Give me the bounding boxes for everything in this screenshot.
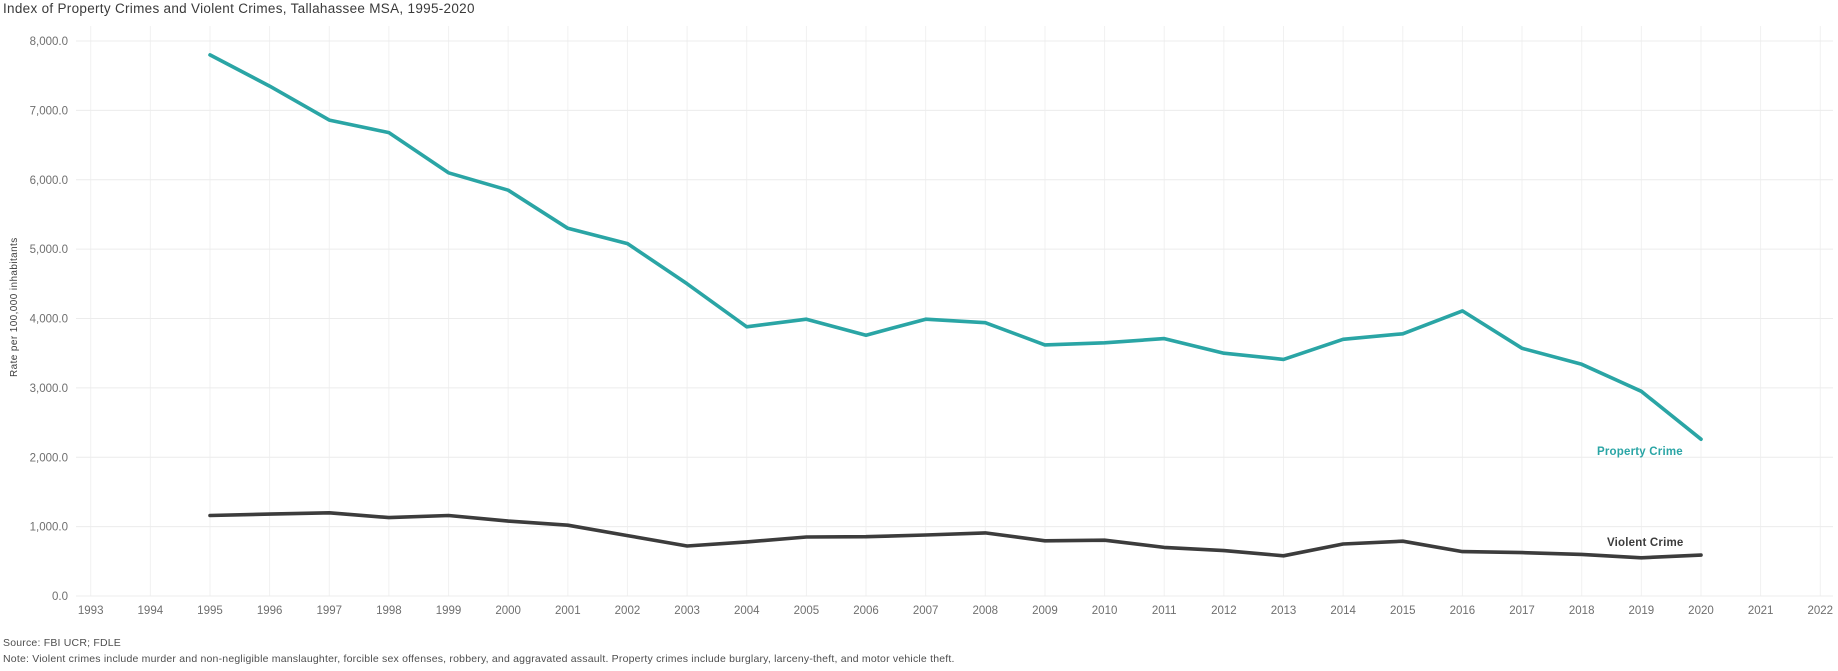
y-tick-label: 2,000.0 <box>30 452 68 464</box>
x-tick-label: 2015 <box>1390 605 1416 617</box>
x-tick-label: 2001 <box>555 605 581 617</box>
y-tick-label: 1,000.0 <box>30 522 68 534</box>
chart-title: Index of Property Crimes and Violent Cri… <box>3 1 475 16</box>
x-tick-label: 2018 <box>1569 605 1595 617</box>
crime-trend-line-chart: 0.0 1,000.0 2,000.0 3,000.0 4,000.0 5,000.0 6,… <box>30 26 1833 617</box>
y-tick-label: 8,000.0 <box>30 36 68 48</box>
x-tick-label: 2020 <box>1688 605 1714 617</box>
x-tick-label: 2004 <box>734 605 760 617</box>
x-tick-label: 2000 <box>495 605 521 617</box>
x-tick-label: 2008 <box>973 605 999 617</box>
x-tick-label: 1995 <box>197 605 223 617</box>
x-tick-label: 2016 <box>1450 605 1476 617</box>
x-tick-label: 2005 <box>794 605 820 617</box>
y-tick-label: 5,000.0 <box>30 244 68 256</box>
x-tick-label: 2003 <box>674 605 700 617</box>
x-tick-label: 2021 <box>1748 605 1774 617</box>
x-tick-label: 1999 <box>436 605 462 617</box>
x-tick-label: 1994 <box>138 605 164 617</box>
property-crime-line-label: Property Crime <box>1597 446 1683 458</box>
y-tick-label: 4,000.0 <box>30 314 68 326</box>
x-tick-label: 2012 <box>1211 605 1237 617</box>
x-tick-label: 1996 <box>257 605 283 617</box>
x-tick-label: 1998 <box>376 605 402 617</box>
x-tick-label: 1997 <box>316 605 342 617</box>
y-tick-label: 3,000.0 <box>30 383 68 395</box>
x-tick-label: 2009 <box>1032 605 1058 617</box>
violent-crime-line-label: Violent Crime <box>1607 537 1684 549</box>
x-tick-label: 2017 <box>1509 605 1535 617</box>
violent-crime-line <box>208 510 1703 560</box>
y-tick-label: 6,000.0 <box>30 175 68 187</box>
y-tick-label: 7,000.0 <box>30 105 68 117</box>
x-tick-label: 2011 <box>1152 605 1177 617</box>
property-crime-line <box>208 53 1703 442</box>
x-tick-label: 2002 <box>615 605 641 617</box>
y-tick-label: 0.0 <box>52 591 68 603</box>
x-tick-label: 2014 <box>1330 605 1356 617</box>
x-tick-label: 1993 <box>78 605 104 617</box>
source-note: Source: FBI UCR; FDLE <box>3 637 121 649</box>
x-tick-label: 2019 <box>1629 605 1655 617</box>
x-tick-label: 2007 <box>913 605 939 617</box>
x-tick-label: 2010 <box>1092 605 1118 617</box>
x-tick-label: 2013 <box>1271 605 1297 617</box>
methodology-note: Note: Violent crimes include murder and … <box>3 653 955 665</box>
x-tick-label: 2022 <box>1807 605 1833 617</box>
x-tick-label: 2006 <box>853 605 879 617</box>
